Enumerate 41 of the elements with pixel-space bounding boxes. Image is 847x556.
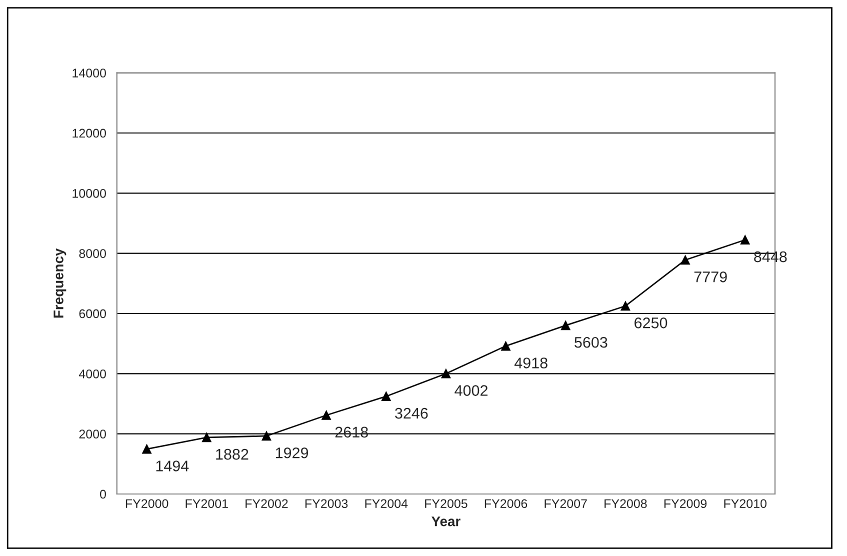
y-tick-label: 12000 <box>72 128 106 138</box>
x-tick-label: FY2001 <box>186 499 228 508</box>
point <box>441 368 451 378</box>
x-tick-label: FY2000 <box>126 499 168 508</box>
point <box>322 410 331 420</box>
data-label: 4002 <box>454 385 488 396</box>
x-tick-label: FY2005 <box>425 499 468 508</box>
point <box>501 341 510 351</box>
x-tick-label: FY2009 <box>664 499 707 508</box>
y-tick-label: 8000 <box>79 249 106 258</box>
point <box>142 444 152 454</box>
point <box>620 301 630 311</box>
x-tick-label: FY2006 <box>484 499 528 508</box>
y-tick-label: 10000 <box>72 188 106 198</box>
x-tick-label: FY2004 <box>365 499 408 508</box>
point <box>262 431 272 441</box>
x-tick-label: FY2002 <box>246 499 288 508</box>
x-tick-label: FY2010 <box>724 499 766 508</box>
x-tick-label: FY2007 <box>544 499 587 508</box>
y-tick-label: 2000 <box>79 430 106 438</box>
data-label: 1929 <box>276 447 308 458</box>
x-tick-label: FY2008 <box>604 499 647 508</box>
x-tick-label: FY2003 <box>305 499 348 508</box>
y-tick-label: 6000 <box>79 309 106 318</box>
data-label: 5603 <box>574 336 608 348</box>
point <box>740 235 750 245</box>
point <box>560 320 570 330</box>
data-label: 4918 <box>514 358 548 368</box>
data-label: 7779 <box>694 272 727 282</box>
y-tick-label: 0 <box>100 490 106 499</box>
data-label: 3246 <box>395 408 428 419</box>
point <box>680 255 690 265</box>
point <box>202 432 212 442</box>
x-axis-title: Year <box>432 516 460 526</box>
point <box>381 392 391 402</box>
data-label: 1494 <box>156 460 189 472</box>
y-tick-label: 14000 <box>72 68 106 78</box>
data-label: 1882 <box>216 448 248 460</box>
y-axis-title: Frequency <box>54 248 66 318</box>
y-tick-label: 4000 <box>78 369 106 378</box>
data-label: 6250 <box>634 318 668 328</box>
